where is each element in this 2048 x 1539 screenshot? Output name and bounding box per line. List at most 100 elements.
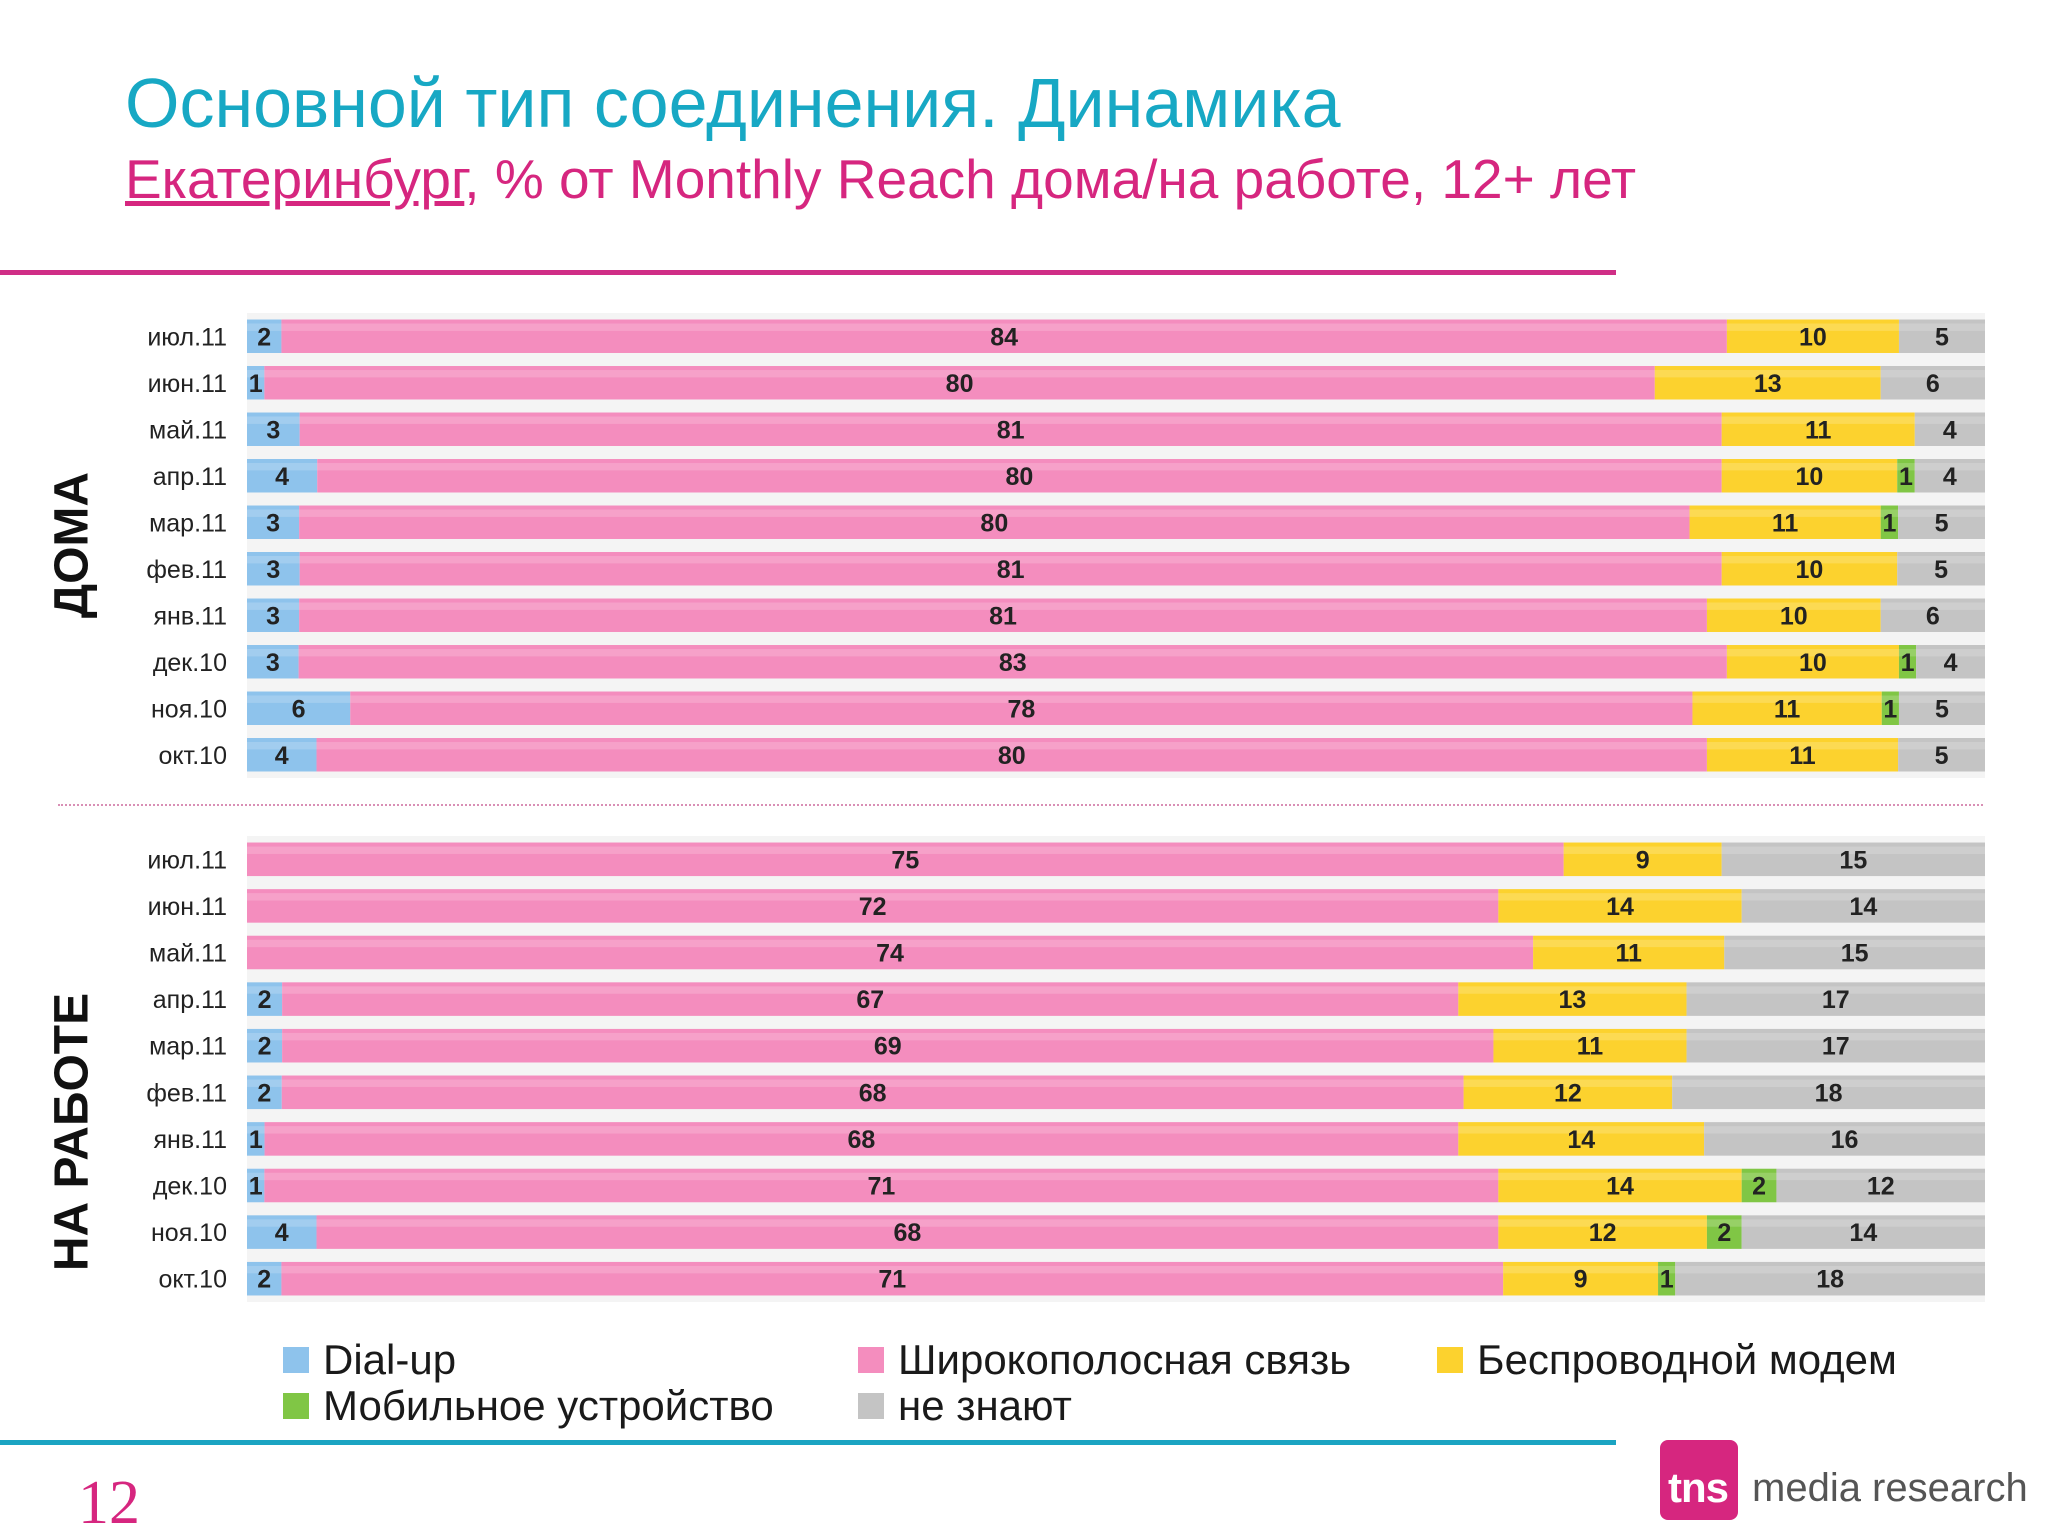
- bar-segment-wireless-modem: [1498, 1215, 1707, 1249]
- data-label: 2: [1752, 1173, 1766, 1201]
- bar-segment-highlight: [1498, 1219, 1707, 1227]
- bar-segment-wireless-modem: [1498, 889, 1742, 923]
- category-label: май.11: [149, 416, 227, 444]
- bar-segment-highlight: [1721, 846, 1985, 854]
- data-label: 9: [1636, 846, 1650, 874]
- panel-separator: [58, 804, 1983, 806]
- page-title: Основной тип соединения. Динамика: [125, 64, 1341, 142]
- bar-segment-dont-know: [1686, 982, 1985, 1016]
- bar-segment-dialup: [247, 412, 300, 446]
- bar-segment-highlight: [1776, 1172, 1985, 1181]
- bar-segment-dont-know: [1898, 691, 1985, 725]
- bar-segment-broadband: [299, 505, 1690, 539]
- bar-segment-dont-know: [1898, 319, 1985, 353]
- bar-segment-broadband: [298, 645, 1727, 679]
- bar-segment-highlight: [1721, 556, 1898, 564]
- bar-segment-highlight: [1563, 846, 1722, 854]
- bar-segment-highlight: [1916, 649, 1985, 657]
- bar-segment-highlight: [1898, 649, 1917, 657]
- bar-segment-highlight: [1463, 1079, 1673, 1087]
- data-label: 1: [249, 1126, 263, 1154]
- bar-segment-dialup: [247, 1168, 265, 1203]
- data-label: 80: [946, 370, 974, 398]
- bar-segment-broadband: [299, 412, 1722, 446]
- data-label: 5: [1935, 695, 1949, 723]
- bar-segment-highlight: [1686, 986, 1985, 994]
- bar-segment-highlight: [316, 1219, 1499, 1227]
- bar-segment-highlight: [247, 986, 283, 994]
- bar-segment-highlight: [1897, 463, 1915, 471]
- bar-segment-broadband: [281, 319, 1727, 353]
- data-label: 4: [275, 463, 289, 491]
- category-label: июл.11: [147, 323, 227, 351]
- bar-segment-broadband: [282, 982, 1459, 1016]
- bar-segment-dont-know: [1916, 645, 1985, 679]
- data-label: 5: [1934, 556, 1948, 584]
- logo-mark: [1660, 1440, 1738, 1520]
- bar-segment-highlight: [247, 370, 265, 378]
- data-label: 14: [1606, 893, 1634, 921]
- data-label: 2: [258, 986, 272, 1014]
- bar-segment-wireless-modem: [1721, 459, 1898, 493]
- bar-segment-highlight: [1533, 939, 1725, 948]
- bar-segment-dont-know: [1721, 842, 1985, 877]
- bar-segment-highlight: [316, 742, 1707, 750]
- legend-swatch-dont-know: [858, 1393, 884, 1419]
- bar-segment-highlight: [1658, 1265, 1676, 1274]
- data-label: 2: [257, 323, 271, 351]
- panel-label-home: ДОМА: [45, 471, 99, 619]
- bar-segment-dialup: [247, 1122, 265, 1156]
- bar-segment-broadband: [350, 691, 1693, 725]
- data-label: 68: [859, 1079, 887, 1107]
- data-label: 11: [1805, 416, 1832, 444]
- category-label: дек.10: [153, 1173, 227, 1201]
- bar-segment-highlight: [247, 463, 318, 471]
- data-label: 84: [990, 323, 1018, 351]
- bar-segment-broadband: [281, 1075, 1464, 1110]
- bar-segment-wireless-modem: [1463, 1075, 1673, 1110]
- legend-label: Мобильное устройство: [323, 1382, 774, 1429]
- data-label: 1: [249, 370, 263, 398]
- category-label: окт.10: [158, 742, 227, 770]
- data-label: 2: [1717, 1219, 1731, 1247]
- data-label: 4: [1944, 649, 1958, 677]
- legend-label: не знают: [898, 1382, 1072, 1429]
- bar-segment-highlight: [1458, 986, 1687, 994]
- bar-segment-highlight: [1721, 463, 1898, 471]
- bar-segment-highlight: [1914, 463, 1985, 471]
- bar-segment-highlight: [264, 1172, 1499, 1181]
- bar-segment-wireless-modem: [1563, 842, 1722, 877]
- bar-segment-dont-know: [1880, 598, 1985, 632]
- bar-segment-mobile-device: [1881, 691, 1899, 725]
- bar-segment-dialup: [247, 459, 318, 493]
- legend-label: Широкополосная связь: [898, 1336, 1352, 1383]
- bar-segment-highlight: [1724, 939, 1985, 948]
- bar-segment-highlight: [298, 649, 1727, 657]
- data-label: 11: [1789, 742, 1816, 770]
- bar-segment-broadband: [282, 1028, 1494, 1063]
- bar-segment-highlight: [282, 986, 1459, 994]
- bar-segment-wireless-modem: [1493, 1028, 1687, 1063]
- bar-segment-broadband: [317, 459, 1722, 493]
- data-label: 3: [266, 556, 280, 584]
- page-number: 12: [78, 1469, 140, 1537]
- data-label: 4: [275, 742, 289, 770]
- data-label: 13: [1754, 370, 1782, 398]
- bar-segment-wireless-modem: [1503, 1261, 1659, 1296]
- category-label: апр.11: [153, 986, 227, 1014]
- bar-segment-highlight: [1897, 556, 1985, 564]
- bar-segment-highlight: [247, 893, 1499, 901]
- data-label: 1: [1899, 463, 1913, 491]
- category-label: июн.11: [148, 370, 227, 398]
- bar-segment-highlight: [1881, 695, 1899, 703]
- bar-segment-mobile-device: [1880, 505, 1899, 539]
- data-label: 81: [989, 602, 1017, 630]
- data-label: 10: [1796, 463, 1824, 491]
- tns-logo: tns media research: [1660, 1440, 2028, 1520]
- bar-segment-highlight: [299, 509, 1690, 517]
- data-label: 14: [1849, 893, 1877, 921]
- bar-segment-highlight: [247, 846, 1564, 854]
- bar-segment-highlight: [281, 1265, 1504, 1274]
- bar-segment-highlight: [1880, 509, 1899, 517]
